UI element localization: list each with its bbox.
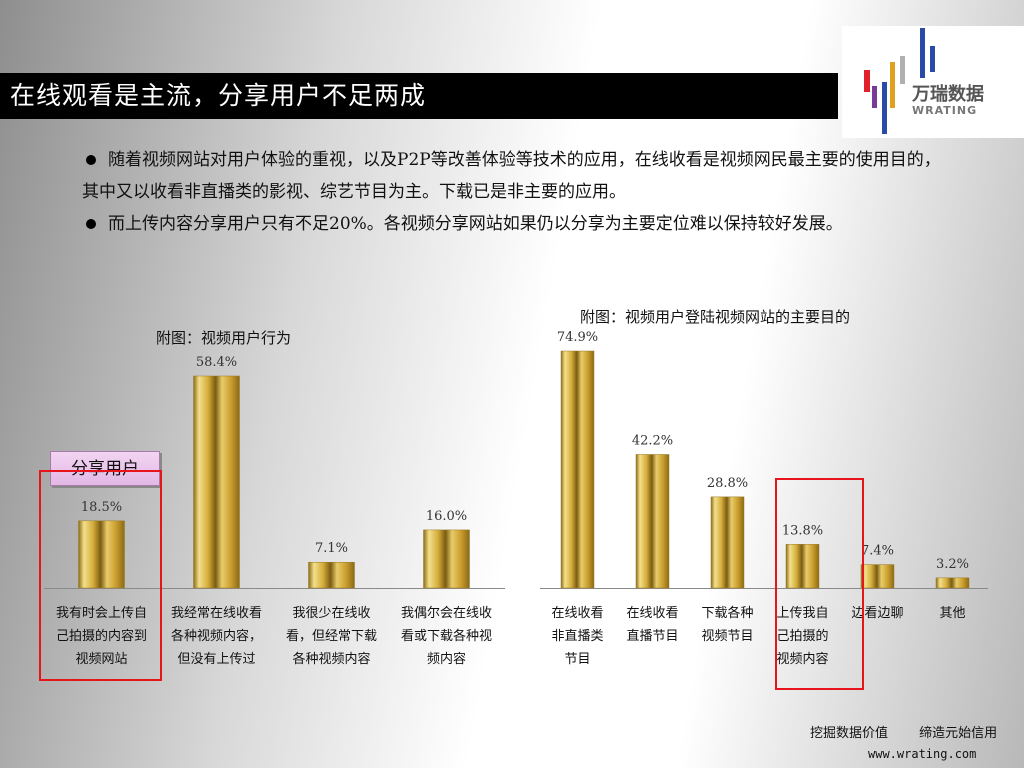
page-title: 在线观看是主流，分享用户不足两成 bbox=[0, 73, 838, 119]
logo-bars-icon bbox=[864, 28, 935, 134]
category-label-line: 视频节目 bbox=[701, 629, 754, 644]
chart2-bar bbox=[635, 454, 670, 589]
chart2-category-label: 下载各种 视频节目 bbox=[690, 602, 765, 648]
chart2-category-label: 在线收看非直播类节目 bbox=[540, 602, 615, 671]
chart1-value-label: 18.5% bbox=[81, 500, 122, 515]
chart2-value-label: 28.8% bbox=[707, 476, 748, 491]
logo-text-cn: 万瑞数据 bbox=[912, 84, 984, 105]
chart2-bar bbox=[860, 564, 895, 589]
category-label-line: 在线收看 bbox=[551, 606, 604, 621]
chart2-plot: 74.9% 42.2% 28.8% 13.8% 7.4% 3.2% bbox=[540, 330, 988, 589]
chart1-category-label: 我很少在线收 看，但经常下载 各种视频内容 bbox=[274, 602, 389, 671]
category-label-line: 看，但经常下载 bbox=[285, 629, 377, 644]
footer-slogan: 挖掘数据价值 缔造元始信用 bbox=[810, 726, 998, 741]
bullet-item: 而上传内容分享用户只有不足20%。各视频分享网站如果仍以分享为主要定位难以保持较… bbox=[82, 208, 942, 240]
chart2-value-label: 13.8% bbox=[782, 523, 823, 538]
bullet-list: 随着视频网站对用户体验的重视，以及P2P等改善体验等技术的应用，在线收看是视频网… bbox=[82, 144, 942, 240]
category-label-line: 下载各种 bbox=[701, 606, 754, 621]
chart2-category-label: 上传我自己拍摄的视频内容 bbox=[765, 602, 840, 671]
chart1-category-label: 我偶尔会在线收 看或下载各种视 频内容 bbox=[389, 602, 504, 671]
chart1-category-label: 我有时会上传自 己拍摄的内容到 视频网站 bbox=[44, 602, 159, 671]
bullet-text: 而上传内容分享用户只有不足20%。各视频分享网站如果仍以分享为主要定位难以保持较… bbox=[108, 214, 843, 234]
category-label-line: 看或下载各种视 bbox=[400, 629, 492, 644]
chart1-value-label: 7.1% bbox=[315, 541, 348, 556]
chart2-title: 附图：视频用户登陆视频网站的主要目的 bbox=[580, 308, 851, 326]
category-label-line: 视频网站 bbox=[75, 652, 128, 667]
category-label-line: 节目 bbox=[564, 652, 591, 667]
highlight-box-chart2 bbox=[775, 478, 864, 690]
category-label-line: 非直播类 bbox=[551, 629, 604, 644]
footer-url: www.wrating.com bbox=[868, 747, 977, 761]
chart2-bar bbox=[560, 350, 595, 589]
category-label-line: 我偶尔会在线收 bbox=[400, 606, 492, 621]
category-label-line: 己拍摄的内容到 bbox=[55, 629, 147, 644]
chart2-category-label: 在线收看 直播节目 bbox=[615, 602, 690, 648]
bullet-text: 随着视频网站对用户体验的重视，以及P2P等改善体验等技术的应用，在线收看是视频网… bbox=[82, 150, 941, 202]
chart1-bar bbox=[193, 375, 240, 589]
chart2-value-label: 74.9% bbox=[557, 330, 598, 345]
category-label-line: 但没有上传过 bbox=[177, 652, 256, 667]
bullet-item: 随着视频网站对用户体验的重视，以及P2P等改善体验等技术的应用，在线收看是视频网… bbox=[82, 144, 942, 208]
chart2-value-label: 42.2% bbox=[632, 433, 673, 448]
category-label-line: 各种视频内容， bbox=[170, 629, 262, 644]
chart2-value-label: 7.4% bbox=[861, 544, 894, 559]
highlight-box-chart1 bbox=[39, 470, 162, 681]
category-label-line: 直播节目 bbox=[626, 629, 679, 644]
chart2-bar bbox=[710, 496, 745, 589]
chart1-bar bbox=[308, 561, 355, 589]
category-label-line: 己拍摄的 bbox=[776, 629, 829, 644]
bullet-dot-icon bbox=[86, 154, 96, 165]
bullet-dot-icon bbox=[86, 218, 96, 229]
category-label-line: 频内容 bbox=[426, 652, 466, 667]
category-label-line: 我很少在线收 bbox=[292, 606, 371, 621]
category-label-line: 我有时会上传自 bbox=[55, 606, 147, 621]
chart2-bar bbox=[785, 544, 820, 589]
chart1-bar bbox=[423, 529, 470, 589]
category-label-line: 边看边聊 bbox=[851, 606, 904, 621]
logo-text-en: WRATING bbox=[912, 104, 978, 117]
chart2-category-label: 其他 bbox=[915, 602, 990, 625]
category-label-line: 上传我自 bbox=[776, 606, 829, 621]
chart1-bar bbox=[78, 520, 125, 589]
category-label-line: 我经常在线收看 bbox=[170, 606, 262, 621]
category-label-line: 其他 bbox=[939, 606, 966, 621]
chart1-value-label: 58.4% bbox=[196, 355, 237, 370]
chart1-title: 附图：视频用户行为 bbox=[156, 329, 292, 347]
category-label-line: 各种视频内容 bbox=[292, 652, 371, 667]
chart2-value-label: 3.2% bbox=[936, 557, 969, 572]
share-users-label: 分享用户 bbox=[50, 451, 160, 486]
chart2-bar bbox=[935, 577, 970, 589]
logo: 万瑞数据 WRATING bbox=[842, 26, 1024, 138]
category-label-line: 在线收看 bbox=[626, 606, 679, 621]
category-label-line: 视频内容 bbox=[776, 652, 829, 667]
chart2-category-label: 边看边聊 bbox=[840, 602, 915, 625]
chart1-category-label: 我经常在线收看 各种视频内容， 但没有上传过 bbox=[159, 602, 274, 671]
chart1-value-label: 16.0% bbox=[426, 509, 467, 524]
chart1-plot: 18.5% 58.4% 7.1% 16.0% bbox=[44, 355, 505, 589]
